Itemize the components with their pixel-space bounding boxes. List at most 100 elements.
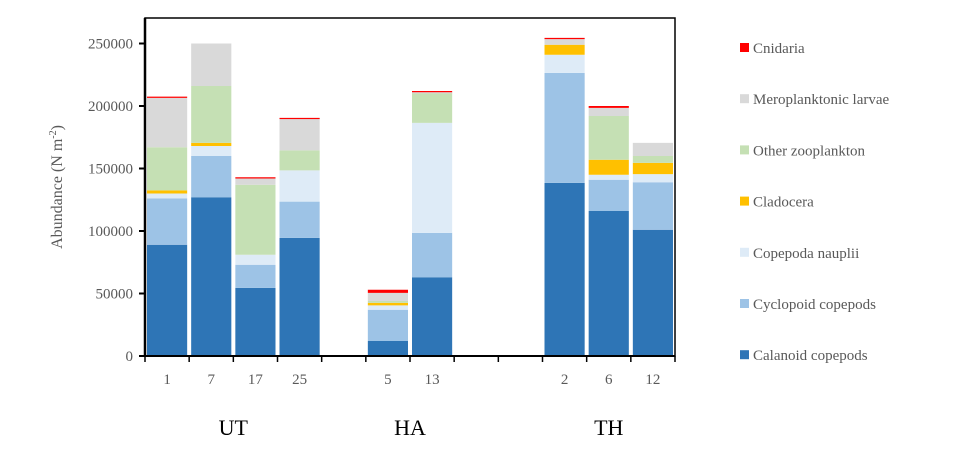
bar-segment (588, 159, 629, 175)
legend-label: Cnidaria (753, 41, 805, 57)
bar-segment (191, 197, 232, 356)
bar-segment (588, 107, 629, 116)
bar-segment (147, 96, 188, 98)
bar-segment (235, 178, 276, 185)
bar-segment (588, 179, 629, 211)
bar-segment (632, 174, 673, 183)
x-tick-label: 5 (384, 372, 392, 388)
x-tick-label: 7 (208, 372, 216, 388)
group-label: UT (219, 415, 249, 440)
legend-label: Meroplanktonic larvae (753, 92, 890, 108)
legend: Cnidaria Meroplanktonic larvae Other zoopl… (740, 41, 890, 364)
bar-segment (235, 184, 276, 255)
bar-segment (235, 264, 276, 288)
y-axis-title: Abundance (N m-2) (48, 125, 66, 249)
bar-segment (191, 156, 232, 198)
y-axis: 0 50000 100000 150000 200000 250000 (88, 37, 145, 365)
x-tick-label: 1 (163, 372, 171, 388)
bar-segment (191, 86, 232, 143)
bar-segment (412, 277, 453, 356)
bar-segment (544, 54, 585, 73)
bar-segment (279, 150, 320, 171)
bar-segment (279, 170, 320, 202)
bar-segment (544, 44, 585, 55)
group-labels: UT HA TH (219, 415, 624, 440)
legend-swatch (740, 350, 749, 360)
legend-item: Meroplanktonic larvae (740, 92, 890, 108)
bar-segment (367, 341, 408, 356)
bar-segment (279, 117, 320, 120)
legend-label: Cladocera (753, 195, 814, 211)
bar-segment (147, 244, 188, 356)
bar-segment (147, 198, 188, 245)
y-tick-label: 250000 (88, 37, 133, 53)
y-tick-label: 50000 (96, 287, 134, 303)
legend-swatch (740, 145, 749, 155)
bar-segment (367, 302, 408, 306)
y-tick-label: 150000 (88, 162, 133, 178)
legend-item: Copepoda nauplii (740, 246, 859, 262)
bar-segment (544, 182, 585, 356)
legend-label: Other zooplankton (753, 143, 866, 159)
bar-segment (279, 237, 320, 356)
bar-segment (588, 174, 629, 180)
bar-segment (412, 91, 453, 93)
bar-segment (544, 72, 585, 183)
legend-swatch (740, 196, 749, 206)
bar-segment (147, 193, 188, 199)
bar-segment (191, 43, 232, 86)
bar-segment (588, 211, 629, 356)
x-tick-label: 17 (248, 372, 264, 388)
x-axis: 1 7 17 25 5 13 2 6 12 (144, 356, 676, 388)
legend-item: Other zooplankton (740, 143, 866, 159)
bar-segment (632, 229, 673, 356)
bar-segment (235, 287, 276, 356)
bars (147, 37, 673, 356)
bar-segment (632, 156, 673, 163)
bar-segment (412, 232, 453, 278)
legend-item: Calanoid copepods (740, 348, 868, 364)
legend-swatch (740, 247, 749, 257)
legend-item: Cnidaria (740, 41, 805, 57)
bar-segment (412, 122, 453, 233)
bar-segment (367, 289, 408, 293)
bar-segment (412, 92, 453, 123)
bar-segment (147, 97, 188, 148)
y-tick-label: 100000 (88, 224, 133, 240)
legend-swatch (740, 94, 749, 104)
bar-segment (632, 182, 673, 230)
legend-item: Cladocera (740, 195, 814, 211)
bar-segment (544, 37, 585, 40)
bar-segment (632, 162, 673, 175)
bar-segment (588, 116, 629, 160)
bar-segment (235, 254, 276, 265)
group-label: TH (594, 415, 623, 440)
bar-segment (191, 142, 232, 146)
y-tick-label: 0 (126, 349, 134, 365)
bar-segment (147, 190, 188, 194)
legend-label: Copepoda nauplii (753, 246, 859, 262)
x-tick-label: 12 (645, 372, 660, 388)
bar-segment (235, 177, 276, 179)
y-tick-label: 200000 (88, 99, 133, 115)
bar-segment (147, 147, 188, 191)
bar-segment (279, 118, 320, 151)
bar-segment (367, 309, 408, 341)
bar-segment (367, 292, 408, 301)
group-label: HA (394, 415, 426, 440)
bar-segment (412, 92, 453, 94)
legend-label: Cyclopoid copepods (753, 297, 876, 313)
x-tick-label: 13 (425, 372, 440, 388)
bar-segment (367, 305, 408, 310)
bar-segment (191, 146, 232, 156)
legend-swatch (740, 299, 749, 308)
x-tick-label: 25 (292, 372, 307, 388)
x-tick-label: 6 (605, 372, 613, 388)
bar-segment (544, 39, 585, 45)
bar-segment (588, 106, 629, 108)
bar-segment (279, 201, 320, 238)
legend-label: Calanoid copepods (753, 348, 868, 364)
bar-segment (367, 301, 408, 303)
bar-segment (632, 142, 673, 156)
